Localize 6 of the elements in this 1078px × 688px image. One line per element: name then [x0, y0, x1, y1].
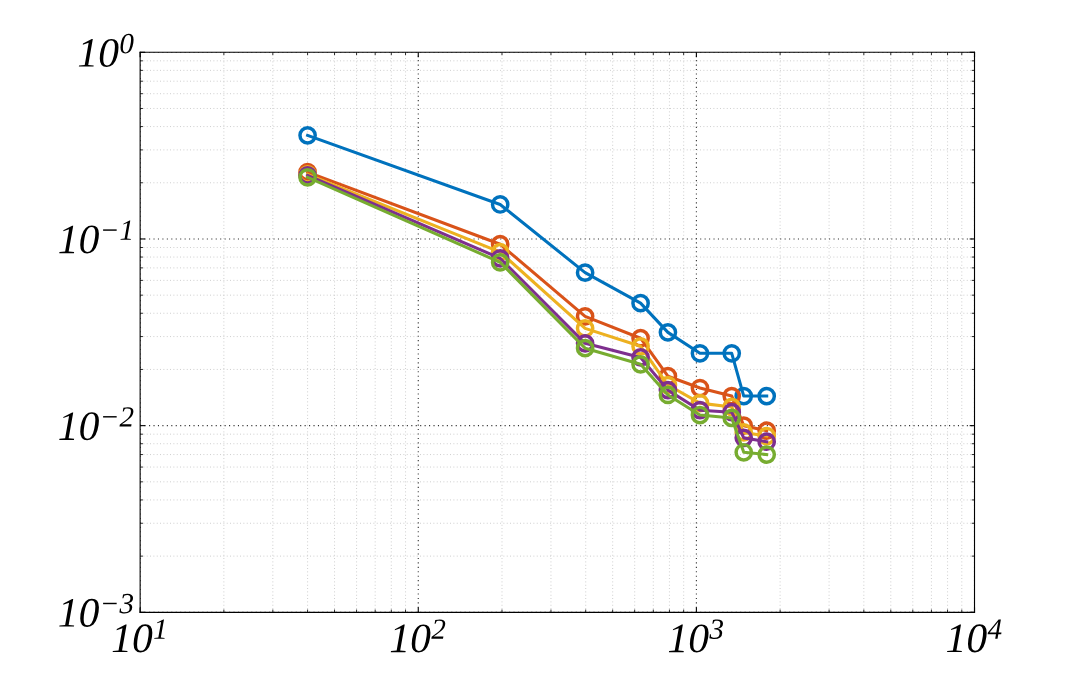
y-tick-label: 10$^{−2}$ [59, 407, 134, 441]
y-tick-label: 10$^{0}$ [78, 33, 134, 68]
x-tick-label: 10$^{2}$ [390, 619, 446, 653]
x-tick-label: 10$^{4}$ [947, 619, 1002, 653]
y-tick-label: 10$^{−1}$ [59, 220, 131, 254]
x-tick-label: 10$^{3}$ [668, 619, 723, 653]
